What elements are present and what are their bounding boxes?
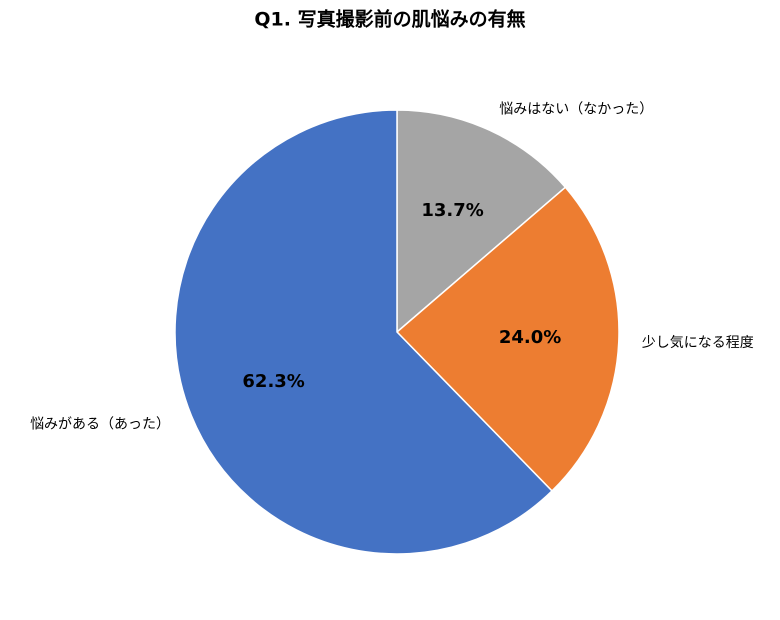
value-label: 62.3% [242, 371, 304, 392]
value-label: 13.7% [421, 200, 483, 221]
category-label: 悩みはない（なかった） [499, 101, 653, 117]
value-label: 24.0% [499, 327, 561, 348]
category-label: 悩みがある（あった） [30, 416, 170, 432]
category-label: 少し気になる程度 [642, 335, 754, 351]
pie-slice [174, 109, 554, 555]
pie-slice [395, 186, 620, 492]
chart-title: Q1. 写真撮影前の肌悩みの有無 [254, 8, 525, 31]
pie-slice [396, 109, 567, 334]
